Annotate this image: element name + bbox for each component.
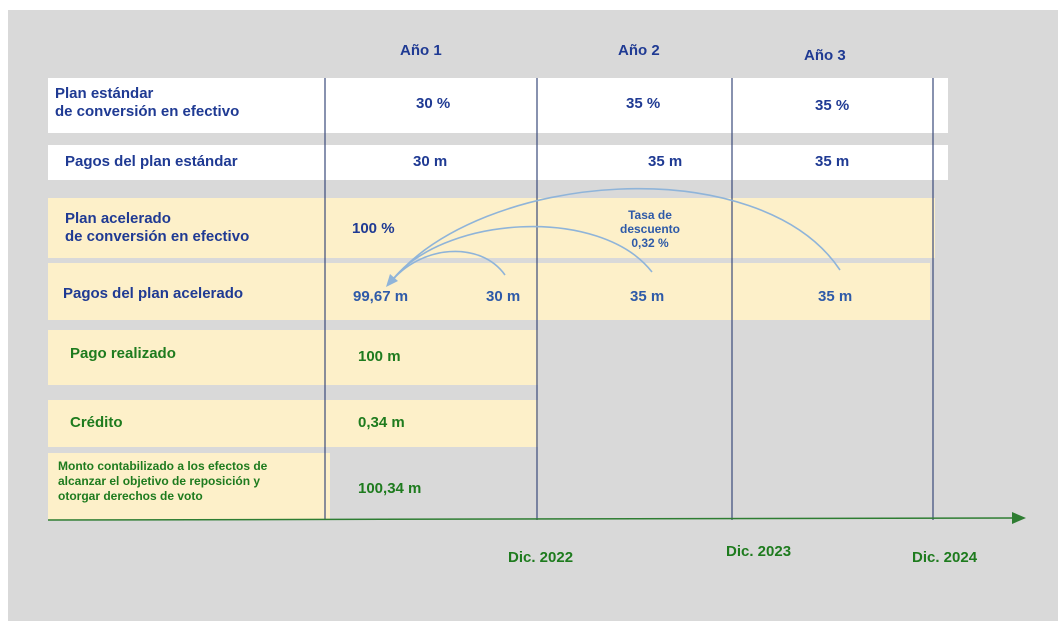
cell: 35 m (630, 288, 665, 305)
row-label: Plan acelerado de conversión en efectivo (65, 210, 250, 245)
cell: 35 m (815, 153, 850, 170)
row-label: Crédito (70, 414, 123, 431)
column-header: Año 2 (618, 42, 660, 59)
timeline-label: Dic. 2022 (508, 549, 574, 566)
cell: 35 m (648, 153, 683, 170)
column-header: Año 1 (400, 42, 442, 59)
arc-head (386, 274, 398, 287)
row-band (48, 145, 948, 180)
row-label: Pagos del plan acelerado (63, 285, 244, 302)
row-band (48, 330, 538, 385)
column-header: Año 3 (804, 47, 846, 64)
row-label: Pagos del plan estándar (65, 153, 238, 170)
row-band (48, 78, 948, 133)
cell: 35 % (815, 97, 850, 114)
cell: 0,34 m (358, 414, 405, 431)
annotation: Tasa de descuento 0,32 % (619, 208, 680, 250)
arc (389, 225, 653, 284)
timeline-label: Dic. 2024 (912, 549, 978, 566)
arc (389, 187, 841, 284)
arrow-head (1012, 512, 1026, 524)
cell: 100,34 m (358, 480, 422, 497)
cell: 100 % (352, 220, 395, 237)
row-band (48, 198, 935, 258)
cell: 30 % (416, 95, 451, 112)
cell: 30 m (413, 153, 448, 170)
cell: 30 m (486, 288, 521, 305)
row-band (48, 453, 330, 520)
cell: 35 % (626, 95, 661, 112)
row-label: Pago realizado (70, 345, 176, 362)
row-band (48, 400, 538, 447)
arc (389, 250, 506, 284)
row-label: Plan estándar de conversión en efectivo (55, 85, 240, 120)
cell: 99,67 m (353, 288, 409, 305)
cell: 35 m (818, 288, 853, 305)
cell: 100 m (358, 348, 401, 365)
row-label: Monto contabilizado a los efectos de alc… (58, 459, 268, 503)
timeline-label: Dic. 2023 (726, 543, 792, 560)
timeline-axis (47, 517, 1016, 521)
row-band (48, 263, 930, 320)
